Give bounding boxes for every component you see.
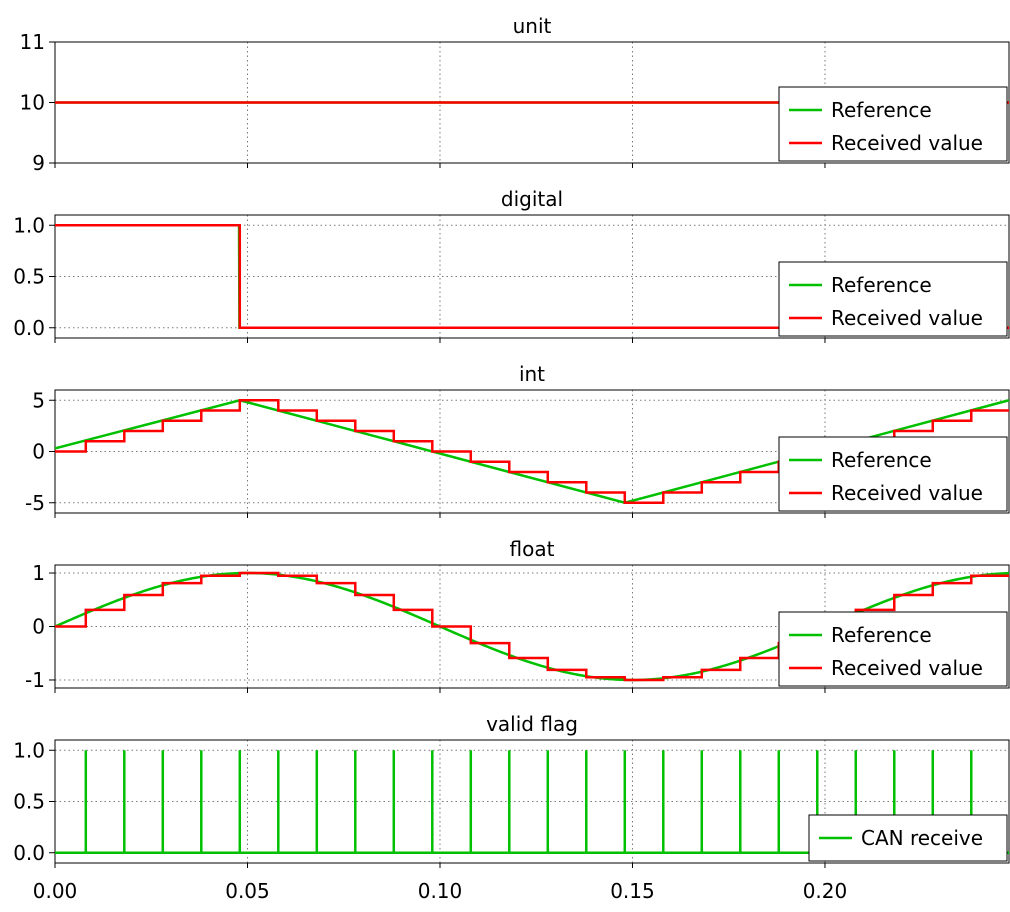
legend-label-0: Reference xyxy=(831,98,932,122)
legend-label-0: CAN receive xyxy=(861,826,983,850)
chart-panel-3: float -1 0 1 Reference Received value xyxy=(25,537,1010,693)
plot-frame xyxy=(54,739,1010,864)
y-tick-label: 0 xyxy=(32,615,45,639)
y-tick-label: -1 xyxy=(25,668,45,692)
legend-label-1: Received value xyxy=(831,481,983,505)
legend-box xyxy=(778,611,1008,687)
chart-panel-1: digital 0.0 0.5 1.0 Reference Received value xyxy=(13,187,1010,343)
legend: Reference Received value xyxy=(778,86,1008,162)
legend-box xyxy=(778,436,1008,512)
x-tick-label: 0.15 xyxy=(610,879,655,903)
chart-title: valid flag xyxy=(486,712,578,736)
y-tick-label: 1.0 xyxy=(13,213,45,237)
y-tick-label: 9 xyxy=(32,151,45,175)
y-tick-label: 0.0 xyxy=(13,316,45,340)
y-tick-label: 11 xyxy=(20,30,45,54)
chart-title: digital xyxy=(501,187,563,211)
y-tick-label: -5 xyxy=(25,491,45,515)
chart-panel-2: int -5 0 5 Reference Received value xyxy=(25,362,1010,518)
y-tick-label: 0.0 xyxy=(13,841,45,865)
x-tick-label: 0.00 xyxy=(33,879,78,903)
legend-label-1: Received value xyxy=(831,656,983,680)
legend-label-0: Reference xyxy=(831,273,932,297)
chart-panel-0: unit 9 10 11 Reference Received value xyxy=(20,14,1010,175)
legend-box xyxy=(778,261,1008,337)
legend-label-1: Received value xyxy=(831,131,983,155)
chart-title: int xyxy=(519,362,545,386)
x-tick-label: 0.05 xyxy=(225,879,270,903)
y-tick-label: 0 xyxy=(32,440,45,464)
y-tick-label: 1 xyxy=(32,561,45,585)
legend-label-0: Reference xyxy=(831,448,932,472)
legend: Reference Received value xyxy=(778,611,1008,687)
x-tick-label: 0.20 xyxy=(803,879,848,903)
x-tick-label: 0.10 xyxy=(418,879,463,903)
plot-area xyxy=(55,224,1009,329)
y-tick-label: 0.5 xyxy=(13,790,45,814)
chart-title: unit xyxy=(513,14,552,38)
legend: Reference Received value xyxy=(778,261,1008,337)
y-tick-label: 0.5 xyxy=(13,265,45,289)
y-tick-label: 1.0 xyxy=(13,738,45,762)
legend-label-1: Received value xyxy=(831,306,983,330)
legend-label-0: Reference xyxy=(831,623,932,647)
chart-title: float xyxy=(510,537,555,561)
legend-box xyxy=(778,86,1008,162)
legend: CAN receive xyxy=(808,814,1008,862)
chart-panel-4: valid flag 0.0 0.5 1.0 CAN receive 0.00 0.05 0.… xyxy=(13,712,1010,903)
plot-frame xyxy=(54,214,1010,339)
legend: Reference Received value xyxy=(778,436,1008,512)
y-tick-label: 10 xyxy=(20,91,45,115)
series-line-1 xyxy=(55,224,1009,329)
y-tick-label: 5 xyxy=(32,388,45,412)
